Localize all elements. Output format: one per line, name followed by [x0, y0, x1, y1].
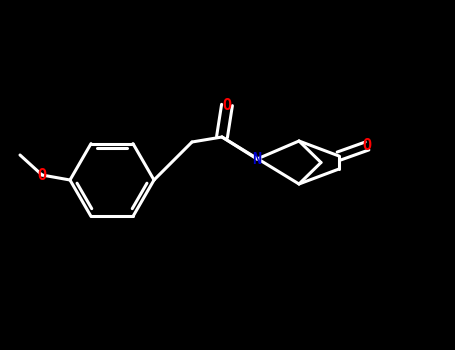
- Text: O: O: [222, 98, 232, 112]
- Text: N: N: [253, 152, 262, 167]
- Text: O: O: [37, 168, 46, 182]
- Text: O: O: [363, 139, 372, 154]
